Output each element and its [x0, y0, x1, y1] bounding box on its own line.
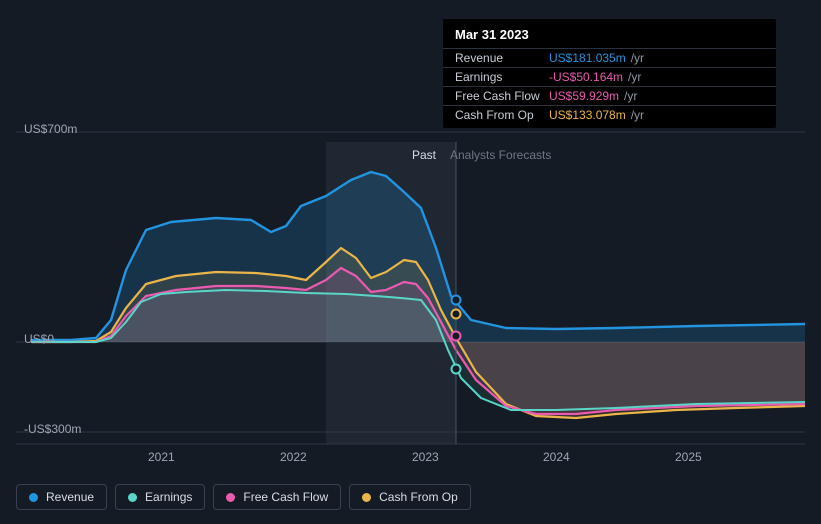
- legend-label: Revenue: [46, 490, 94, 504]
- tooltip-metric-label: Free Cash Flow: [455, 89, 549, 103]
- legend-label: Earnings: [145, 490, 192, 504]
- chart-legend: Revenue Earnings Free Cash Flow Cash From O…: [16, 484, 471, 510]
- tooltip-row: Free Cash FlowUS$59.929m/yr: [443, 86, 776, 105]
- tooltip-row: Cash From OpUS$133.078m/yr: [443, 105, 776, 124]
- tooltip-metric-unit: /yr: [631, 51, 644, 65]
- tooltip-metric-label: Revenue: [455, 51, 549, 65]
- tooltip-metric-unit: /yr: [631, 108, 644, 122]
- x-axis-tick: 2021: [148, 450, 175, 464]
- past-label: Past: [412, 148, 436, 162]
- legend-item-revenue[interactable]: Revenue: [16, 484, 107, 510]
- legend-swatch-icon: [29, 493, 38, 502]
- tooltip-metric-value: -US$50.164m: [549, 70, 623, 84]
- y-axis-tick: -US$300m: [24, 422, 81, 436]
- y-axis-tick: US$700m: [24, 122, 77, 136]
- tooltip-metric-value: US$133.078m: [549, 108, 626, 122]
- legend-label: Free Cash Flow: [243, 490, 328, 504]
- legend-swatch-icon: [226, 493, 235, 502]
- x-axis-tick: 2022: [280, 450, 307, 464]
- tooltip-metric-value: US$59.929m: [549, 89, 619, 103]
- tooltip-metric-value: US$181.035m: [549, 51, 626, 65]
- x-axis-tick: 2023: [412, 450, 439, 464]
- tooltip-metric-unit: /yr: [624, 89, 637, 103]
- legend-label: Cash From Op: [379, 490, 458, 504]
- y-axis-tick: US$0: [24, 332, 54, 346]
- legend-item-free-cash-flow[interactable]: Free Cash Flow: [213, 484, 341, 510]
- x-axis-tick: 2025: [675, 450, 702, 464]
- tooltip-row: Earnings-US$50.164m/yr: [443, 67, 776, 86]
- forecast-label: Analysts Forecasts: [450, 148, 551, 162]
- x-axis-tick: 2024: [543, 450, 570, 464]
- legend-swatch-icon: [128, 493, 137, 502]
- legend-swatch-icon: [362, 493, 371, 502]
- tooltip-metric-label: Cash From Op: [455, 108, 549, 122]
- tooltip-metric-label: Earnings: [455, 70, 549, 84]
- chart-tooltip: Mar 31 2023 RevenueUS$181.035m/yrEarning…: [443, 19, 776, 128]
- tooltip-date: Mar 31 2023: [443, 27, 776, 48]
- legend-item-cash-from-op[interactable]: Cash From Op: [349, 484, 471, 510]
- tooltip-row: RevenueUS$181.035m/yr: [443, 48, 776, 67]
- tooltip-metric-unit: /yr: [628, 70, 641, 84]
- legend-item-earnings[interactable]: Earnings: [115, 484, 205, 510]
